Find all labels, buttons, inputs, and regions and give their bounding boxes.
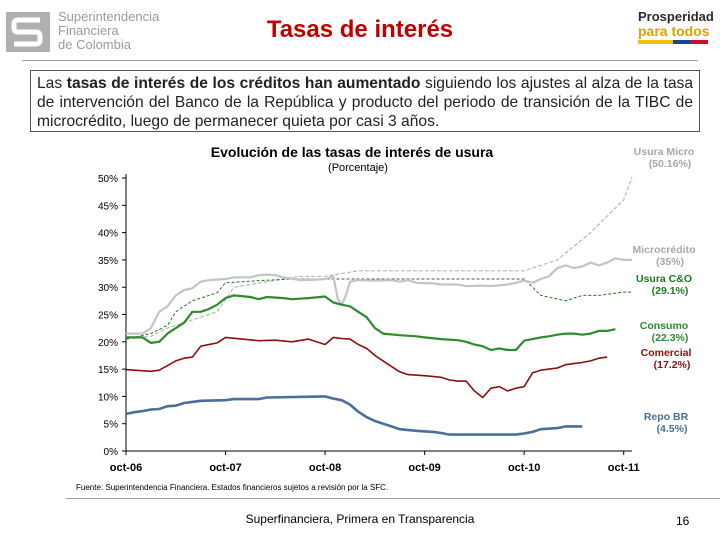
y-tick-label: 40% bbox=[98, 229, 118, 240]
footer-divider bbox=[66, 498, 720, 499]
series-label-microcr-dito: Microcrédito bbox=[632, 244, 695, 256]
prosperidad-logo: Prosperidad para todos bbox=[638, 10, 720, 50]
series-label-usura-c-o: Usura C&O bbox=[636, 273, 692, 285]
slogan-line-1: Prosperidad bbox=[638, 9, 714, 24]
slogan-line-2: para todos bbox=[638, 23, 710, 39]
page-title: Tasas de interés bbox=[266, 16, 454, 43]
y-tick-label: 0% bbox=[104, 447, 119, 458]
intro-part-1: Las bbox=[37, 75, 67, 92]
chart-source: Fuente: Superintendencia Financiera. Est… bbox=[76, 483, 388, 492]
y-tick-label: 25% bbox=[98, 311, 118, 322]
chart-svg: Evolución de las tasas de interés de usu… bbox=[76, 144, 696, 492]
series-label-comercial: Comercial bbox=[641, 347, 692, 359]
series-value-consumo: (22.3%) bbox=[652, 332, 689, 344]
y-tick-label: 15% bbox=[98, 365, 118, 376]
x-tick-label: oct-07 bbox=[209, 462, 241, 474]
y-tick-label: 5% bbox=[104, 420, 119, 431]
org-line-2: Financiera bbox=[58, 23, 119, 38]
series-value-comercial: (17.2%) bbox=[654, 359, 691, 371]
y-tick-label: 30% bbox=[98, 283, 118, 294]
series-label-repo-br: Repo BR bbox=[644, 411, 689, 423]
sfc-emblem-icon bbox=[6, 12, 50, 52]
x-tick-label: oct-06 bbox=[110, 462, 142, 474]
y-tick-label: 10% bbox=[98, 392, 118, 403]
series-value-repo-br: (4.5%) bbox=[657, 423, 688, 435]
chart-subtitle: (Porcentaje) bbox=[328, 162, 388, 174]
series-line-usura-c-o bbox=[125, 278, 632, 340]
series-line-microcr-dito bbox=[126, 257, 632, 335]
flag-stripe bbox=[638, 40, 708, 44]
series-value-usura-micro: (50.16%) bbox=[649, 158, 692, 170]
y-tick-label: 20% bbox=[98, 338, 118, 349]
series-label-usura-micro: Usura Micro bbox=[634, 146, 695, 158]
intro-part-2: siguiendo los ajustes al alza de la tasa… bbox=[37, 75, 694, 130]
intro-textbox: Las tasas de interés de los créditos han… bbox=[30, 70, 700, 132]
x-tick-label: oct-11 bbox=[608, 462, 640, 474]
usury-rate-chart: Evolución de las tasas de interés de usu… bbox=[60, 140, 720, 500]
header-divider bbox=[22, 60, 698, 61]
y-tick-label: 45% bbox=[98, 201, 118, 212]
x-tick-label: oct-10 bbox=[508, 462, 540, 474]
x-tick-label: oct-08 bbox=[309, 462, 341, 474]
sfc-logo: Superintendencia Financiera de Colombia bbox=[6, 8, 176, 54]
series-line-comercial bbox=[125, 336, 608, 399]
sfc-logo-text: Superintendencia Financiera de Colombia bbox=[58, 10, 159, 52]
org-line-1: Superintendencia bbox=[58, 9, 160, 24]
series-value-usura-c-o: (29.1%) bbox=[652, 285, 689, 297]
y-tick-label: 50% bbox=[98, 174, 118, 185]
intro-bold: tasas de interés de los créditos han aum… bbox=[66, 75, 421, 92]
y-tick-label: 35% bbox=[98, 256, 118, 267]
series-line-consumo bbox=[126, 294, 616, 352]
org-line-3: de Colombia bbox=[58, 37, 131, 52]
series-line-repo-br bbox=[125, 395, 583, 436]
series-value-microcr-dito: (35%) bbox=[656, 256, 684, 268]
x-tick-label: oct-09 bbox=[408, 462, 440, 474]
footer-text: Superfinanciera, Primera en Transparenci… bbox=[245, 512, 475, 526]
series-line-usura-micro bbox=[125, 176, 633, 340]
page-number: 16 bbox=[676, 514, 690, 528]
series-label-consumo: Consumo bbox=[640, 320, 688, 332]
chart-title: Evolución de las tasas de interés de usu… bbox=[211, 144, 494, 160]
